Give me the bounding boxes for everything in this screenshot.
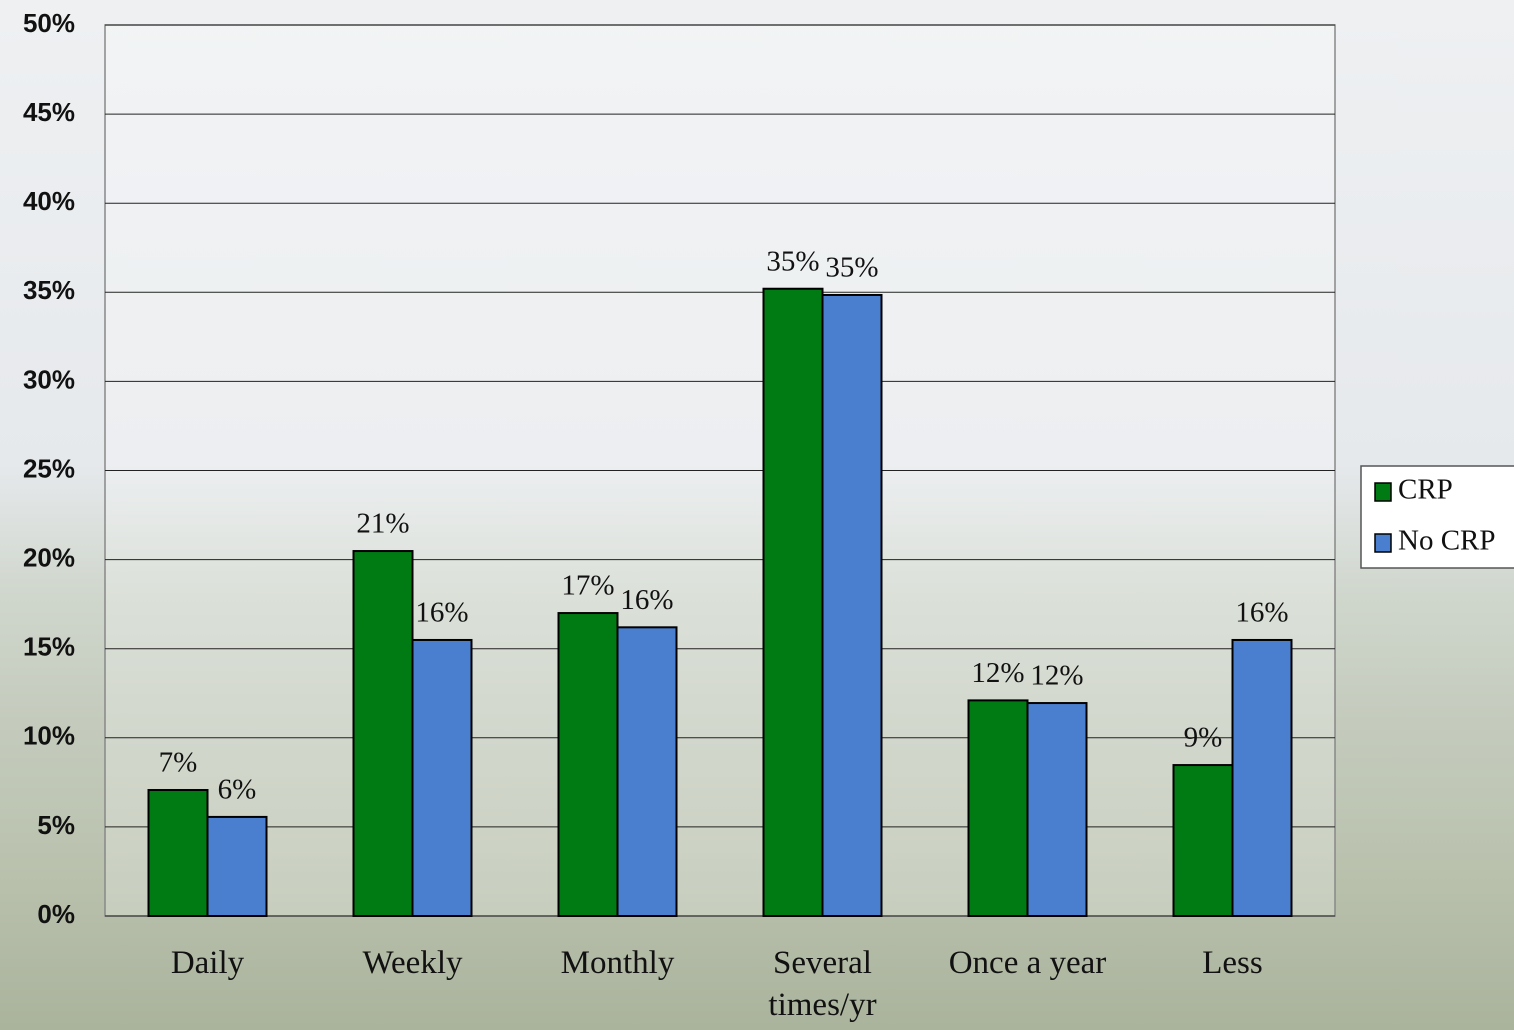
- bar: [616, 626, 678, 917]
- bar: [821, 293, 883, 917]
- y-tick-label: 15%: [23, 632, 75, 662]
- y-tick-label: 35%: [23, 275, 75, 305]
- bar: [352, 550, 414, 917]
- bar: [411, 638, 473, 917]
- y-tick-label: 45%: [23, 97, 75, 127]
- value-label: 7%: [159, 747, 198, 779]
- bar: [1172, 764, 1234, 917]
- bar: [1026, 702, 1088, 918]
- bar: [762, 287, 824, 917]
- value-label: 16%: [620, 584, 673, 616]
- y-tick-label: 50%: [23, 8, 75, 38]
- legend-label: No CRP: [1398, 525, 1496, 557]
- bar: [967, 699, 1029, 917]
- bar: [557, 612, 619, 917]
- legend-label: CRP: [1398, 474, 1453, 506]
- y-tick-label: 5%: [37, 810, 75, 840]
- value-label: 16%: [415, 597, 468, 629]
- value-label: 17%: [561, 570, 614, 602]
- bar: [206, 815, 268, 917]
- value-label: 9%: [1184, 722, 1223, 754]
- y-tick-label: 25%: [23, 453, 75, 483]
- legend-swatch: [1374, 533, 1392, 553]
- legend-swatch: [1374, 482, 1392, 502]
- y-tick-label: 0%: [37, 899, 75, 929]
- y-tick-label: 40%: [23, 186, 75, 216]
- y-tick-label: 20%: [23, 542, 75, 572]
- x-tick-label: Once a year: [948, 945, 1107, 981]
- x-tick-label: Less: [1202, 945, 1263, 981]
- value-label: 35%: [825, 252, 878, 284]
- value-label: 12%: [1030, 660, 1083, 692]
- x-tick-label: Weekly: [362, 945, 463, 981]
- bar: [1231, 638, 1293, 917]
- bar: [147, 789, 209, 917]
- x-tick-label: Several times/yr: [768, 945, 877, 1023]
- value-label: 16%: [1235, 597, 1288, 629]
- y-tick-label: 30%: [23, 364, 75, 394]
- y-tick-label: 10%: [23, 721, 75, 751]
- value-label: 6%: [218, 774, 257, 806]
- value-label: 35%: [766, 245, 819, 277]
- value-label: 21%: [356, 508, 409, 540]
- x-tick-label: Daily: [170, 945, 245, 981]
- x-tick-label: Monthly: [560, 945, 675, 981]
- value-label: 12%: [971, 657, 1024, 689]
